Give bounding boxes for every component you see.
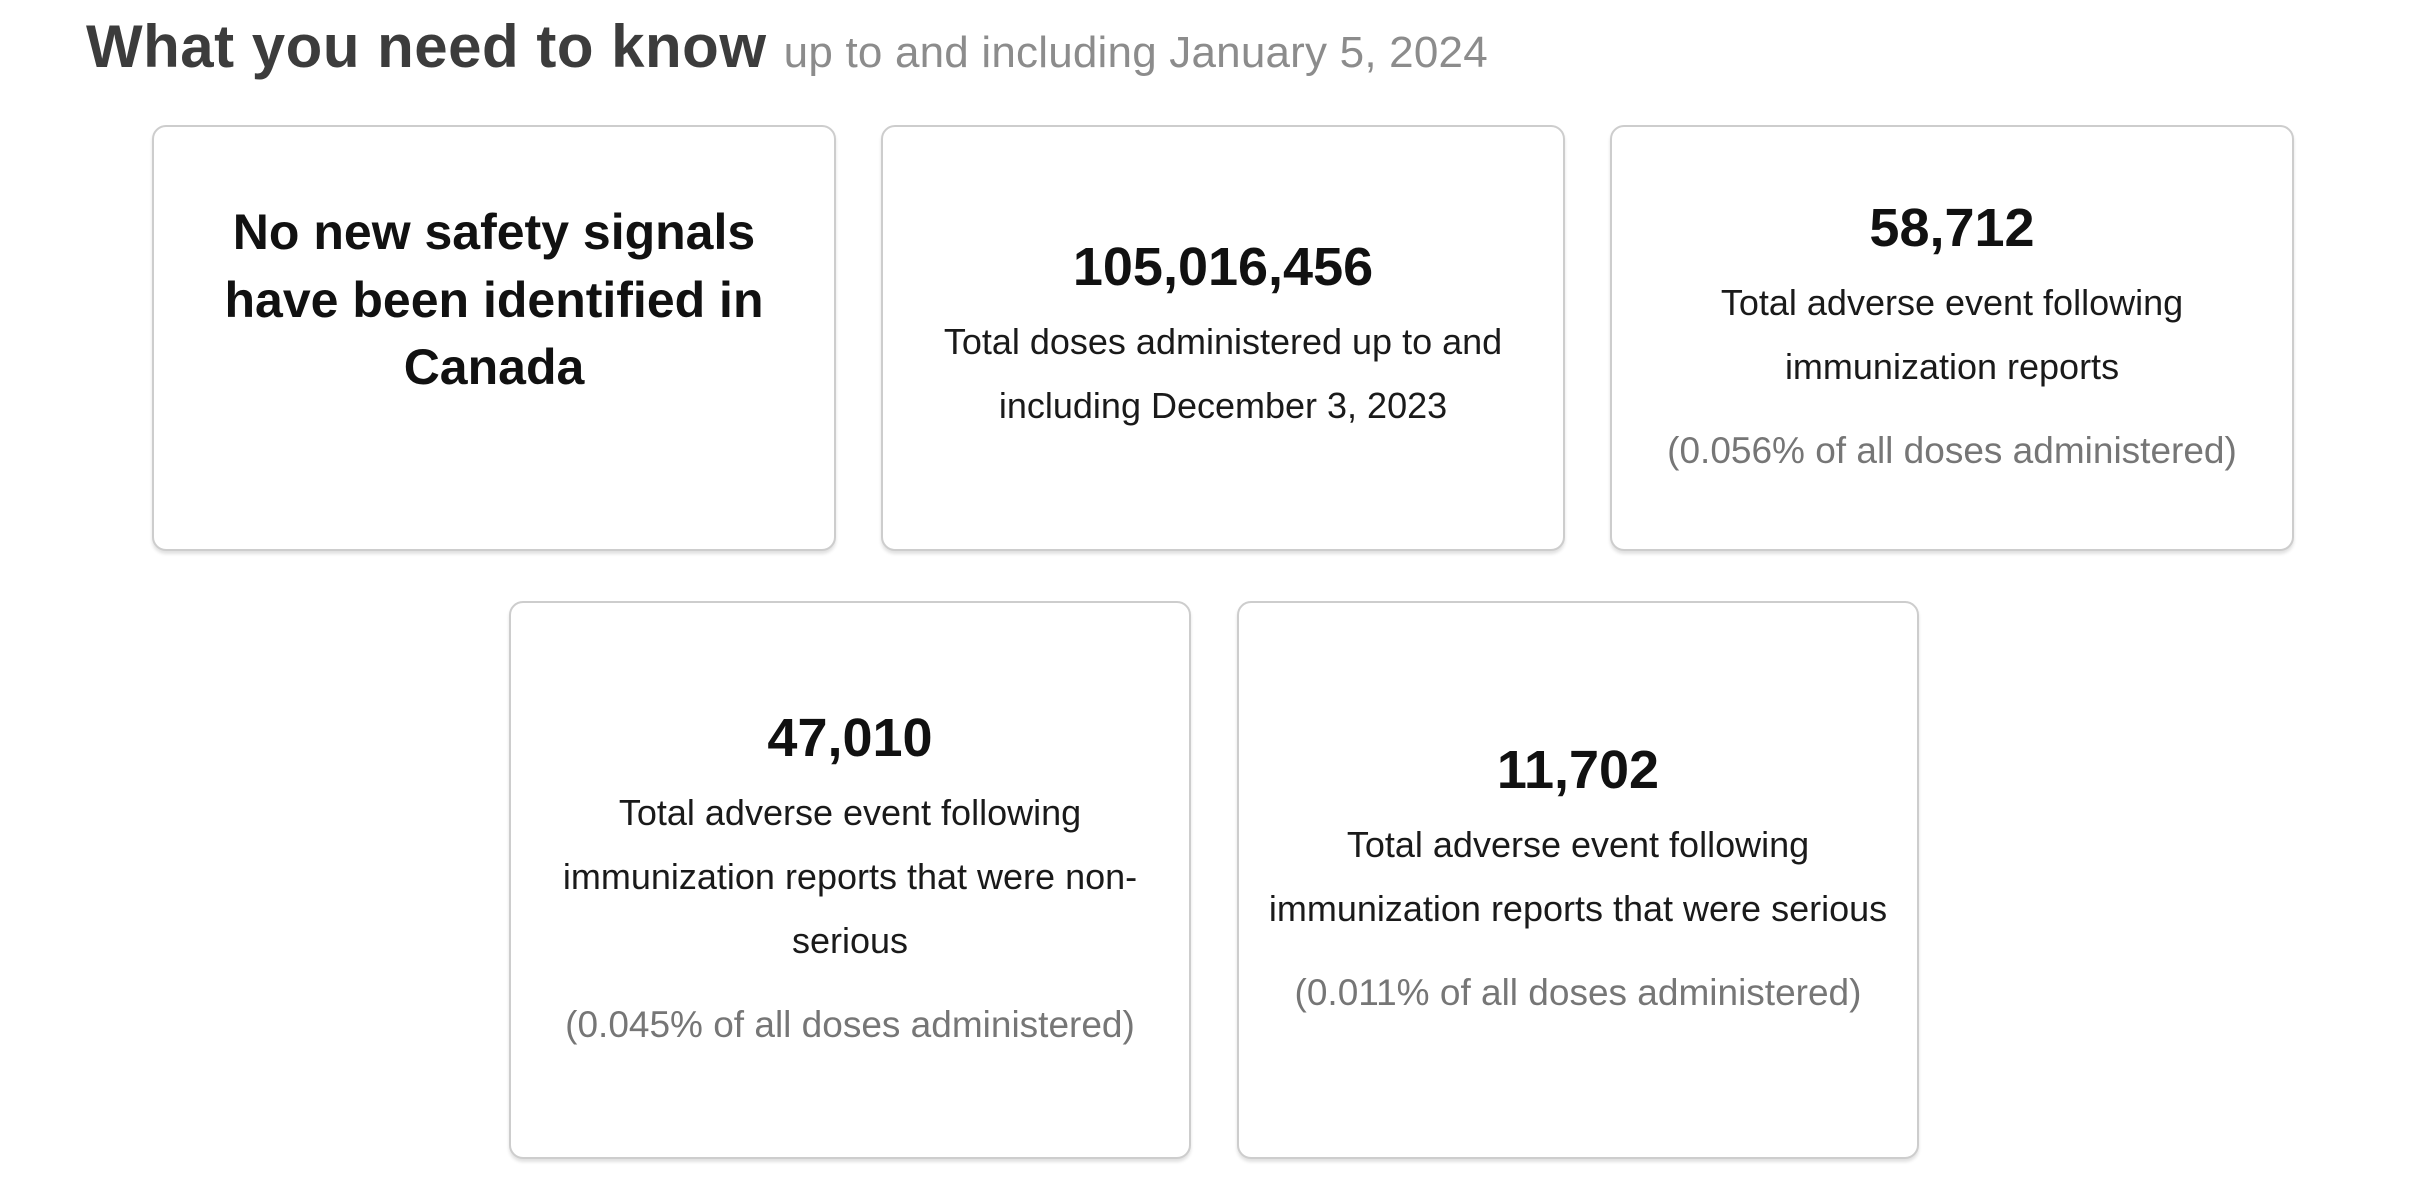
page-header: What you need to know up to and includin… (0, 0, 2428, 81)
card-serious-aefi-reports: 11,702 Total adverse event following imm… (1237, 601, 1919, 1159)
total-aefi-percent-note: (0.056% of all doses administered) (1667, 429, 2237, 471)
page-title-date-qualifier: up to and including January 5, 2024 (783, 28, 1488, 77)
page-title-text: What you need to know (86, 13, 767, 80)
card-total-doses-administered: 105,016,456 Total doses administered up … (881, 125, 1565, 551)
total-aefi-label: Total adverse event following immunizati… (1720, 281, 2184, 387)
page-title: What you need to know up to and includin… (86, 12, 2428, 81)
total-aefi-value: 58,712 (1869, 198, 2035, 259)
stats-panel: No new safety signals have been identifi… (0, 125, 2428, 1159)
total-doses-label: Total doses administered up to and inclu… (943, 320, 1503, 426)
card-total-aefi-reports: 58,712 Total adverse event following imm… (1610, 125, 2294, 551)
nonserious-aefi-value: 47,010 (767, 708, 933, 769)
nonserious-aefi-percent-note: (0.045% of all doses administered) (565, 1003, 1135, 1045)
stats-row-top: No new safety signals have been identifi… (152, 125, 2294, 551)
serious-aefi-percent-note: (0.011% of all doses administered) (1294, 971, 1862, 1013)
nonserious-aefi-label: Total adverse event following immunizati… (562, 791, 1138, 961)
serious-aefi-label: Total adverse event following immunizati… (1268, 823, 1888, 929)
safety-signal-headline: No new safety signals have been identifi… (224, 204, 764, 395)
serious-aefi-value: 11,702 (1496, 740, 1660, 801)
card-nonserious-aefi-reports: 47,010 Total adverse event following imm… (509, 601, 1191, 1159)
card-no-new-safety-signals: No new safety signals have been identifi… (152, 125, 836, 551)
stats-row-bottom: 47,010 Total adverse event following imm… (0, 601, 2428, 1159)
total-doses-value: 105,016,456 (1072, 237, 1374, 298)
